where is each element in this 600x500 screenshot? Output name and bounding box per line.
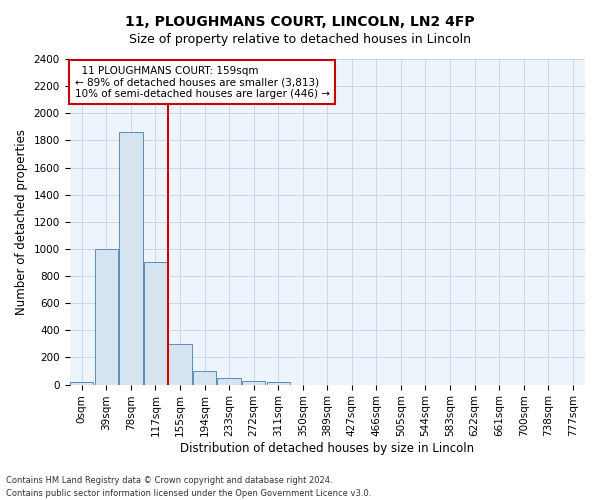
Text: Contains public sector information licensed under the Open Government Licence v3: Contains public sector information licen… [6, 488, 371, 498]
Y-axis label: Number of detached properties: Number of detached properties [15, 129, 28, 315]
Bar [242, 380, 265, 384]
Bar [266, 382, 290, 384]
Bar [95, 249, 118, 384]
Text: Size of property relative to detached houses in Lincoln: Size of property relative to detached ho… [129, 32, 471, 46]
Text: Contains HM Land Registry data © Crown copyright and database right 2024.: Contains HM Land Registry data © Crown c… [6, 476, 332, 485]
X-axis label: Distribution of detached houses by size in Lincoln: Distribution of detached houses by size … [180, 442, 475, 455]
Bar [169, 344, 191, 385]
Bar [193, 371, 216, 384]
Text: 11, PLOUGHMANS COURT, LINCOLN, LN2 4FP: 11, PLOUGHMANS COURT, LINCOLN, LN2 4FP [125, 15, 475, 29]
Bar [70, 382, 94, 384]
Bar [217, 378, 241, 384]
Bar [144, 262, 167, 384]
Text: 11 PLOUGHMANS COURT: 159sqm
← 89% of detached houses are smaller (3,813)
10% of : 11 PLOUGHMANS COURT: 159sqm ← 89% of det… [74, 66, 329, 98]
Bar [119, 132, 143, 384]
